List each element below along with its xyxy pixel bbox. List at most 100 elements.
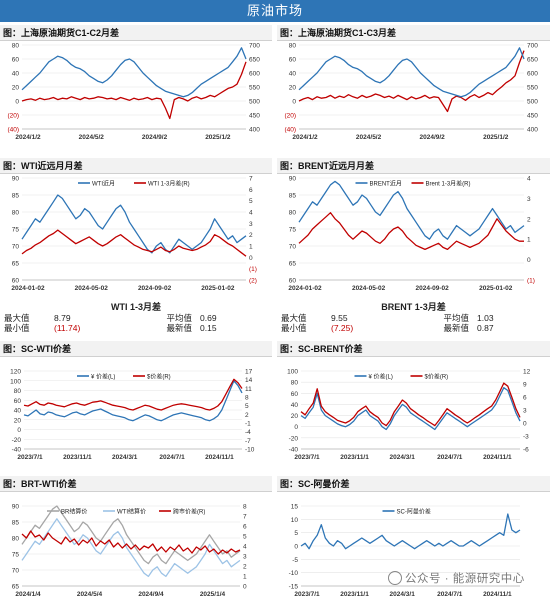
stat-label: 最新值 (443, 323, 469, 333)
y-tick-label: 90 (12, 504, 20, 511)
chart-title-c4: 图：BRENT近远月月差 (277, 158, 550, 174)
series-line (298, 47, 525, 98)
y-tick-label: 0 (15, 99, 19, 106)
x-tick-label: 2024/5/2 (79, 134, 105, 141)
y2-tick-label: -10 (245, 447, 255, 454)
x-tick-label: 2024/5/2 (356, 134, 382, 141)
page-title: 原油市场 (0, 0, 550, 22)
y2-tick-label: 500 (527, 99, 538, 106)
y2-tick-label: 6 (243, 524, 247, 531)
table-row: 最小值 (7.25) 最新值 0.87 (279, 323, 547, 333)
y2-tick-label: 1 (527, 237, 531, 244)
x-tick-label: 2023/7/1 (294, 591, 320, 598)
chart-c4: 90 85 80 75 70 65 60 4 3 2 1 0 (1) 2024-01-02 2024-05-… (288, 176, 535, 293)
y-tick-label: 40 (14, 408, 22, 415)
legend-label: Brent 1-3月差(R) (426, 179, 471, 187)
x-tick-label: 2025/1/2 (483, 134, 509, 141)
y-tick-label: (40) (7, 127, 19, 134)
y2-tick-label: 7 (249, 176, 253, 183)
x-tick-label: 2024-01-02 (11, 285, 45, 292)
y-tick-label: 20 (291, 413, 299, 420)
y-tick-label: 85 (12, 520, 20, 527)
series-line (21, 61, 247, 120)
y2-tick-label: 4 (527, 176, 531, 183)
stat-value: 1.03 (477, 313, 494, 323)
table-row: 最小值 (11.74) 最新值 0.15 (2, 323, 268, 333)
y2-tick-label: 9 (523, 382, 527, 389)
legend-label: 跨市价差(R) (173, 507, 205, 515)
y-tick-label: (20) (284, 113, 296, 120)
y2-tick-label: 450 (527, 113, 538, 120)
x-tick-label: 2023/11/1 (340, 591, 369, 598)
chart-title-c6: 图：SC-BRENT价差 (277, 341, 550, 357)
y-tick-label: 90 (289, 176, 297, 183)
y2-tick-label: 650 (249, 57, 260, 64)
x-tick-label: 2023/11/1 (340, 454, 369, 461)
x-tick-label: 2024-09-02 (416, 285, 450, 292)
chart-title-c7: 图：BRT-WTI价差 (0, 476, 272, 492)
x-tick-label: 2024/9/4 (138, 591, 164, 598)
y-tick-label: 60 (14, 398, 22, 405)
series-line (298, 50, 525, 113)
wti-stats-title: WTI 1-3月差 (110, 302, 161, 312)
y2-tick-label: 14 (245, 377, 253, 384)
stat-value: 9.55 (331, 313, 348, 323)
y-tick-label: 60 (289, 57, 297, 64)
x-tick-label: 2025-01-02 (479, 285, 513, 292)
x-tick-label: 2023/7/1 (294, 454, 320, 461)
y-tick-label: -40 (289, 447, 299, 454)
x-tick-label: 2025/1/2 (205, 134, 231, 141)
y2-tick-label: 400 (249, 127, 260, 134)
y2-tick-label: 2 (527, 216, 531, 223)
series-line (298, 180, 525, 240)
series-line (298, 212, 524, 251)
chart-title-c3: 图：WTI近远月月差 (0, 158, 272, 174)
y-tick-label: 75 (289, 227, 297, 234)
series-line (21, 194, 247, 254)
y2-tick-label: 700 (527, 43, 538, 50)
y-tick-label: 100 (10, 378, 21, 385)
y-tick-label: 60 (291, 391, 299, 398)
x-tick-label: 2024-05-02 (75, 285, 109, 292)
y2-tick-label: (1) (527, 278, 535, 285)
y-tick-label: 0 (292, 99, 296, 106)
series-line (300, 382, 521, 427)
y2-tick-label: -3 (523, 434, 529, 441)
chart-c1: 80 60 40 20 0 (20) (40) 700 650 600 550 500 450 400 20… (7, 43, 260, 142)
y2-tick-label: 2 (249, 232, 253, 239)
y-tick-label: 60 (12, 278, 20, 285)
legend-label: ¥ 价差(L) (91, 372, 115, 380)
stat-label: 最小值 (281, 323, 307, 333)
x-tick-label: 2024/5/4 (77, 591, 103, 598)
y-tick-label: 80 (12, 536, 20, 543)
y2-tick-label: 8 (245, 395, 249, 402)
y-tick-label: 65 (12, 584, 20, 591)
brent-stats-table: 最大值 9.55 平均值 1.03 最小值 (7.25) 最新值 0.87 (279, 313, 547, 333)
x-tick-label: 2024-09-02 (138, 285, 172, 292)
y-tick-label: 40 (291, 402, 299, 409)
stat-label: 平均值 (443, 313, 469, 323)
legend-label: WTI结算价 (117, 507, 146, 515)
brent-stats-title: BRENT 1-3月差 (381, 302, 446, 312)
y-tick-label: 65 (12, 261, 20, 268)
stat-value: 0.15 (200, 323, 217, 333)
y-tick-label: 80 (12, 210, 20, 217)
legend-label: $价差(R) (425, 372, 449, 380)
y-tick-label: 80 (14, 388, 22, 395)
series-line (21, 530, 241, 555)
y-tick-label: 60 (289, 278, 297, 285)
y2-tick-label: 600 (249, 71, 260, 78)
stat-value: 0.87 (477, 323, 494, 333)
wechat-icon (388, 570, 402, 585)
x-tick-label: 2024/11/1 (483, 454, 512, 461)
series-line (300, 513, 521, 550)
y2-tick-label: 0 (523, 421, 527, 428)
series-line (23, 380, 243, 422)
series-line (23, 378, 243, 411)
x-tick-label: 2024/7/1 (437, 591, 463, 598)
legend-label: BR结算价 (61, 507, 87, 515)
series-line (21, 229, 247, 257)
y-tick-label: 75 (12, 552, 20, 559)
